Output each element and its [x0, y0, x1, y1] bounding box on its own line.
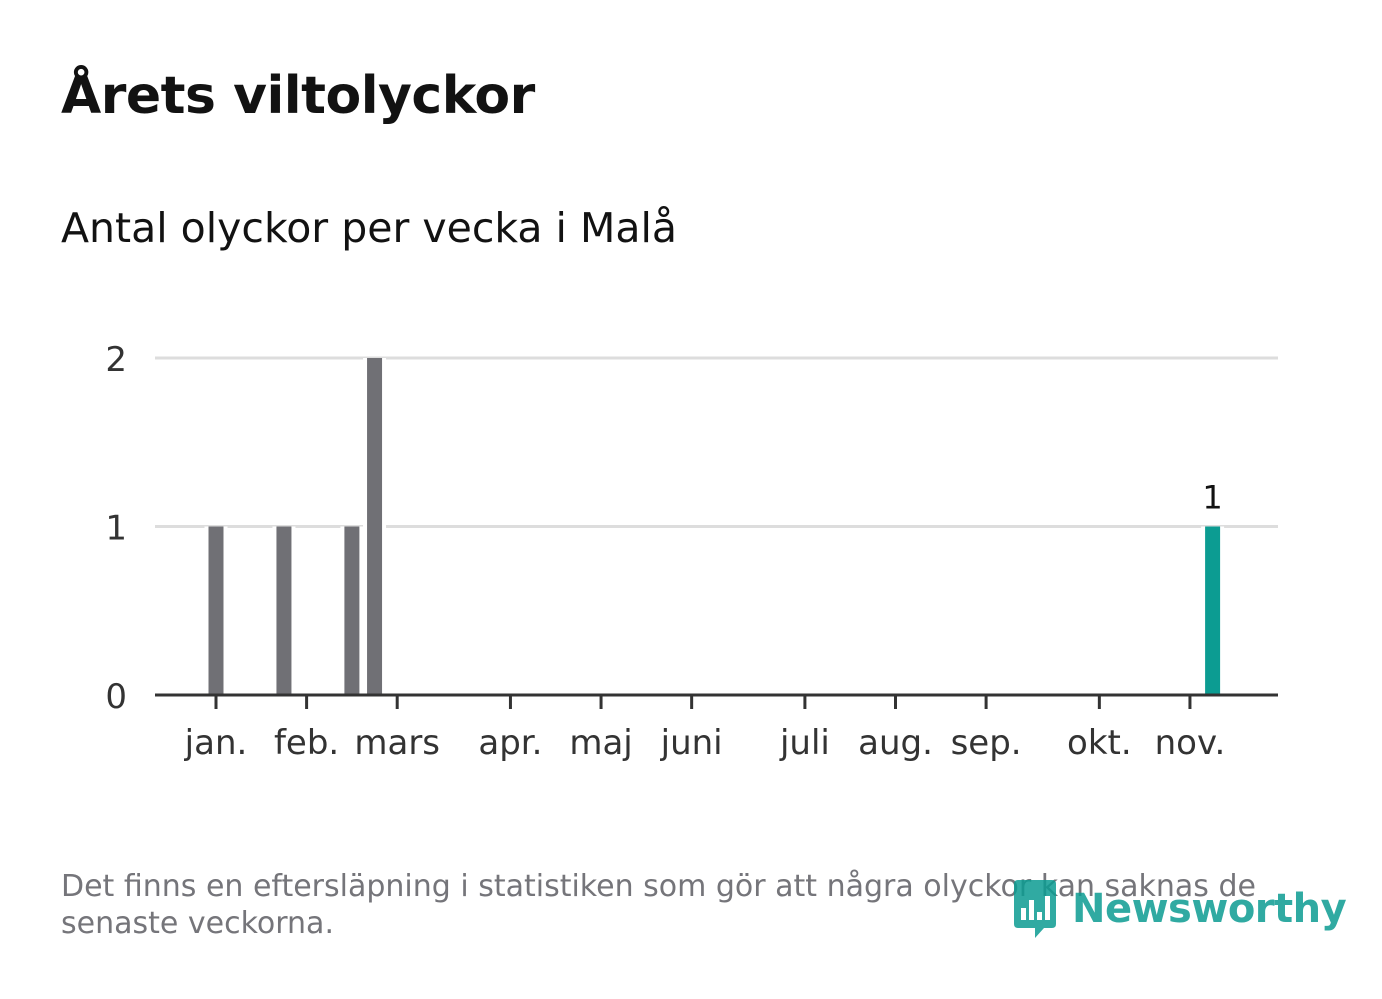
- x-tick-label-feb: feb.: [274, 723, 339, 763]
- bar-week-1: [208, 526, 224, 695]
- brand-logo: Newsworthy: [1010, 876, 1347, 942]
- x-tick-label-juli: juli: [779, 723, 830, 763]
- chart-title: Årets viltolyckor: [61, 66, 535, 126]
- y-tick-label-2: 2: [105, 340, 127, 380]
- x-tick-label-sep: sep.: [951, 723, 1022, 763]
- newsworthy-logo-icon: [1014, 880, 1056, 938]
- bar-week-4: [276, 526, 292, 695]
- x-tick-label-apr: apr.: [478, 723, 542, 763]
- footnote: Det finns en eftersläpning i statistiken…: [61, 869, 1256, 941]
- bar-week-7: [344, 526, 360, 695]
- x-axis: [155, 693, 1278, 709]
- x-tick-label-jan: jan.: [184, 723, 248, 763]
- bars: [204, 358, 1225, 695]
- x-tick-label-juni: juni: [660, 723, 723, 763]
- data-label-week-45: 1: [1202, 479, 1222, 517]
- bar-chart: 0 1 2 1 jan. feb. mars apr. maj juni juli aug. sep. o…: [105, 340, 1278, 763]
- chart-subtitle: Antal olyckor per vecka i Malå: [61, 204, 677, 252]
- y-tick-label-1: 1: [105, 509, 127, 549]
- bar-week-8: [367, 358, 383, 695]
- x-tick-label-maj: maj: [569, 723, 632, 763]
- brand-name: Newsworthy: [1072, 886, 1347, 932]
- bar-week-45: [1205, 526, 1221, 695]
- x-tick-label-okt: okt.: [1067, 723, 1132, 763]
- labels: 0 1 2 1 jan. feb. mars apr. maj juni juli aug. sep. o…: [105, 340, 1225, 763]
- gridlines: [155, 356, 1278, 528]
- x-tick-label-mars: mars: [354, 723, 440, 763]
- x-tick-label-nov: nov.: [1155, 723, 1226, 763]
- y-tick-label-0: 0: [105, 677, 127, 717]
- x-tick-label-aug: aug.: [858, 723, 933, 763]
